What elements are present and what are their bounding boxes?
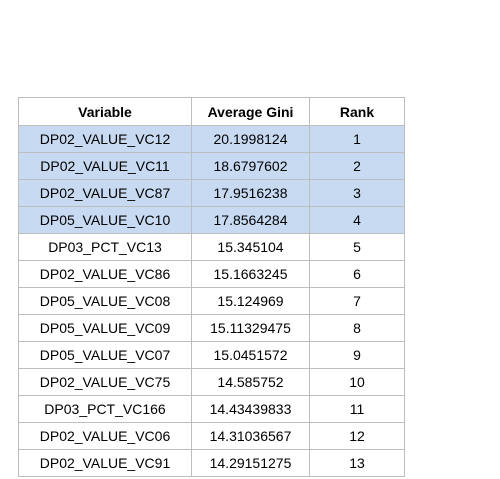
cell-rank: 11 xyxy=(309,395,405,423)
cell-average-gini: 15.124969 xyxy=(191,287,310,315)
cell-variable: DP02_VALUE_VC86 xyxy=(18,260,192,288)
cell-average-gini: 15.1663245 xyxy=(191,260,310,288)
table-row: DP02_VALUE_VC06 14.31036567 12 xyxy=(18,422,405,450)
column-header-average-gini: Average Gini xyxy=(191,97,310,126)
table-row: DP02_VALUE_VC91 14.29151275 13 xyxy=(18,449,405,477)
cell-variable: DP02_VALUE_VC91 xyxy=(18,449,192,477)
cell-rank: 9 xyxy=(309,341,405,369)
cell-average-gini: 14.43439833 xyxy=(191,395,310,423)
cell-variable: DP02_VALUE_VC75 xyxy=(18,368,192,396)
cell-variable: DP02_VALUE_VC11 xyxy=(18,152,192,180)
cell-variable: DP05_VALUE_VC10 xyxy=(18,206,192,234)
cell-variable: DP05_VALUE_VC08 xyxy=(18,287,192,315)
cell-average-gini: 14.31036567 xyxy=(191,422,310,450)
cell-average-gini: 17.9516238 xyxy=(191,179,310,207)
column-header-rank: Rank xyxy=(309,97,405,126)
cell-rank: 10 xyxy=(309,368,405,396)
table-row: DP02_VALUE_VC11 18.6797602 2 xyxy=(18,152,405,180)
cell-average-gini: 15.11329475 xyxy=(191,314,310,342)
cell-variable: DP02_VALUE_VC87 xyxy=(18,179,192,207)
cell-rank: 13 xyxy=(309,449,405,477)
cell-rank: 5 xyxy=(309,233,405,261)
table-row: DP03_PCT_VC13 15.345104 5 xyxy=(18,233,405,261)
table-row: DP03_PCT_VC166 14.43439833 11 xyxy=(18,395,405,423)
cell-average-gini: 20.1998124 xyxy=(191,125,310,153)
cell-rank: 7 xyxy=(309,287,405,315)
gini-ranking-table: Variable Average Gini Rank DP02_VALUE_VC… xyxy=(18,97,405,477)
cell-rank: 1 xyxy=(309,125,405,153)
cell-average-gini: 14.585752 xyxy=(191,368,310,396)
cell-average-gini: 18.6797602 xyxy=(191,152,310,180)
cell-average-gini: 15.345104 xyxy=(191,233,310,261)
cell-rank: 12 xyxy=(309,422,405,450)
cell-variable: DP03_PCT_VC166 xyxy=(18,395,192,423)
cell-rank: 8 xyxy=(309,314,405,342)
cell-variable: DP05_VALUE_VC07 xyxy=(18,341,192,369)
cell-rank: 2 xyxy=(309,152,405,180)
cell-average-gini: 15.0451572 xyxy=(191,341,310,369)
cell-average-gini: 14.29151275 xyxy=(191,449,310,477)
table-row: DP02_VALUE_VC12 20.1998124 1 xyxy=(18,125,405,153)
cell-rank: 3 xyxy=(309,179,405,207)
header-row: Variable Average Gini Rank xyxy=(18,97,405,126)
table-row: DP05_VALUE_VC08 15.124969 7 xyxy=(18,287,405,315)
table-row: DP05_VALUE_VC10 17.8564284 4 xyxy=(18,206,405,234)
table-row: DP05_VALUE_VC09 15.11329475 8 xyxy=(18,314,405,342)
cell-average-gini: 17.8564284 xyxy=(191,206,310,234)
cell-rank: 6 xyxy=(309,260,405,288)
column-header-variable: Variable xyxy=(18,97,192,126)
table-row: DP02_VALUE_VC75 14.585752 10 xyxy=(18,368,405,396)
table-row: DP02_VALUE_VC86 15.1663245 6 xyxy=(18,260,405,288)
table-row: DP02_VALUE_VC87 17.9516238 3 xyxy=(18,179,405,207)
cell-variable: DP02_VALUE_VC12 xyxy=(18,125,192,153)
cell-rank: 4 xyxy=(309,206,405,234)
table-row: DP05_VALUE_VC07 15.0451572 9 xyxy=(18,341,405,369)
cell-variable: DP02_VALUE_VC06 xyxy=(18,422,192,450)
cell-variable: DP03_PCT_VC13 xyxy=(18,233,192,261)
table-body: DP02_VALUE_VC12 20.1998124 1 DP02_VALUE_VC1… xyxy=(18,125,405,477)
cell-variable: DP05_VALUE_VC09 xyxy=(18,314,192,342)
